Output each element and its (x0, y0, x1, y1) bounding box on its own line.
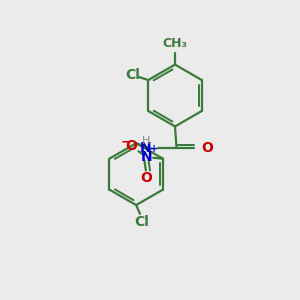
Text: N: N (141, 150, 153, 164)
Text: O: O (125, 139, 137, 153)
Text: Cl: Cl (134, 215, 149, 229)
Text: H: H (142, 136, 151, 146)
Text: O: O (140, 171, 152, 185)
Text: N: N (139, 141, 151, 154)
Text: Cl: Cl (125, 68, 140, 82)
Text: CH₃: CH₃ (163, 37, 188, 50)
Text: +: + (150, 144, 158, 154)
Text: −: − (121, 136, 131, 149)
Text: O: O (202, 141, 213, 154)
